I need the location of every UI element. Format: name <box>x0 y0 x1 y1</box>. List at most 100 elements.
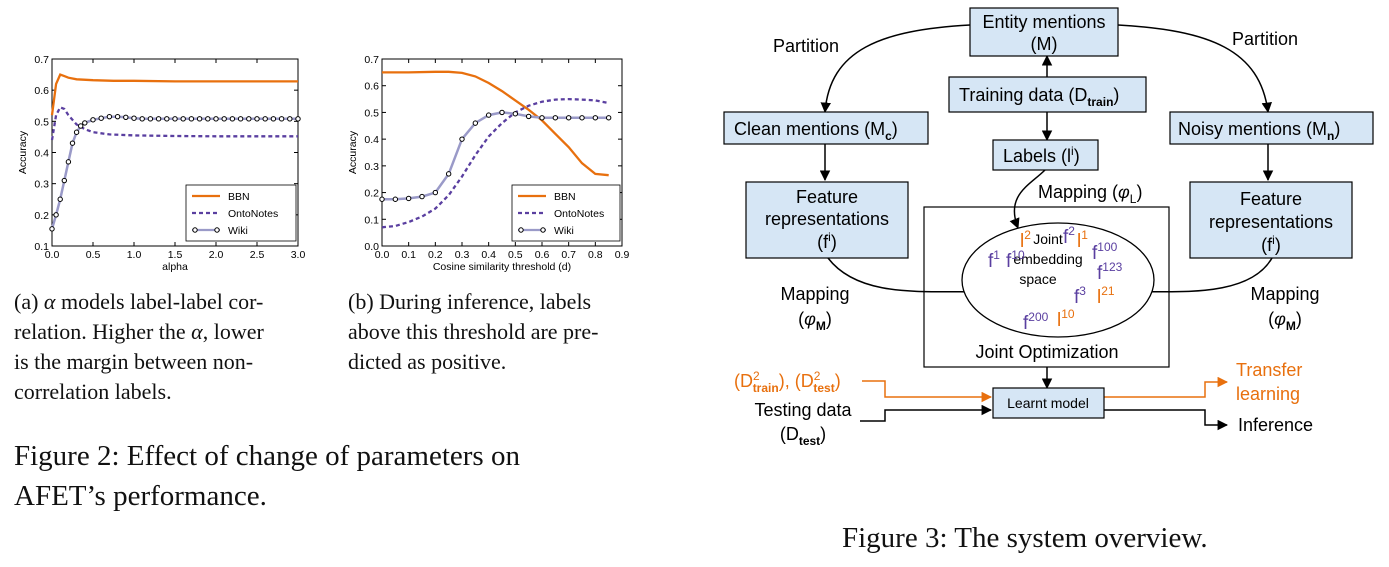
d2-label: (D2 train), (D2 test) <box>734 369 841 395</box>
legend-marker <box>192 227 198 233</box>
series-point-wiki <box>278 116 285 122</box>
embed-item-f1: f1 <box>988 248 1000 272</box>
joint-optimization-box <box>923 206 1170 368</box>
feature-left-line1: Feature <box>796 187 858 207</box>
embed-item-l21: l21 <box>1097 284 1115 308</box>
series-point-wiki <box>196 116 203 122</box>
x-tick-label: 0.2 <box>428 249 443 261</box>
embed-item-f200: f200 <box>1023 310 1049 334</box>
legend-label-ontonotes: OntoNotes <box>554 208 604 220</box>
figure-3-caption: Figure 3: The system overview. <box>842 522 1208 554</box>
feature-right-line1: Feature <box>1240 189 1302 209</box>
x-tick-label: 3.0 <box>291 249 306 261</box>
series-point-wiki <box>61 177 67 184</box>
entity-mentions-box <box>969 7 1119 57</box>
training-data-label: Training data (Dtrain) <box>959 85 1119 109</box>
x-tick-label: 2.5 <box>250 249 265 261</box>
embed-item-f10: f10 <box>1006 248 1025 272</box>
series-point-wiki <box>98 115 104 121</box>
y-tick-label: 0.1 <box>364 214 379 226</box>
y-tick-label: 0.4 <box>364 134 379 146</box>
mapping-m-right-line1: Mapping <box>1250 284 1319 304</box>
feature-left-line3: (fi) <box>817 230 837 252</box>
feature-right-box <box>1189 181 1353 259</box>
x-tick-label: 0.5 <box>86 249 101 261</box>
series-point-wiki <box>78 123 84 129</box>
series-line-ontonotes <box>381 97 609 229</box>
embed-item-l1: l1 <box>1077 228 1088 252</box>
mapping-m-right-line2: (φM) <box>1268 309 1302 333</box>
testing-data-line2: (Dtest) <box>780 424 826 448</box>
series-line-bbn <box>382 70 609 177</box>
legend-marker <box>518 227 524 233</box>
series-point-wiki <box>69 140 76 146</box>
x-tick-label: 1.0 <box>127 249 142 261</box>
series-point-wiki <box>131 115 137 121</box>
series-point-wiki <box>605 115 612 121</box>
embed-item-l10: l10 <box>1057 307 1075 331</box>
embed-item-l2: l2 <box>1020 228 1031 252</box>
y-tick-label: 0.1 <box>34 241 49 253</box>
series-point-wiki <box>114 113 121 120</box>
noisy-mentions-box <box>1169 111 1374 145</box>
figure-2-caption: Figure 2: Effect of change of parameters… <box>14 440 520 512</box>
x-tick-label: 0.9 <box>615 249 630 261</box>
arrow-partition-right <box>1117 24 1272 114</box>
feature-left-line2: representations <box>765 209 889 229</box>
system-overview-diagram: Entity mentions (M) Partition Partition … <box>723 7 1374 448</box>
series-point-wiki <box>139 116 145 122</box>
y-tick-label: 0.6 <box>34 85 49 97</box>
series-point-wiki <box>90 117 96 123</box>
series-point-wiki <box>539 115 545 121</box>
arrow-testing-to-model <box>860 404 993 422</box>
legend-box <box>511 184 621 242</box>
series-point-wiki <box>485 112 492 118</box>
embed-item-f100: f100 <box>1092 240 1118 264</box>
legend-marker <box>214 227 220 233</box>
chart-b: 0.0 0.1 0.2 0.3 0.4 0.5 0.6 0.7 0.8 0.9 0.0 0.1 0.2 0… <box>347 54 630 273</box>
series-point-wiki <box>221 116 227 122</box>
y-tick-label: 0.3 <box>34 179 49 191</box>
series-point-wiki <box>147 116 154 122</box>
series-point-wiki <box>432 189 439 196</box>
x-tick-label: 0.3 <box>455 249 470 261</box>
embed-item-f3: f3 <box>1074 284 1086 308</box>
legend-label-wiki: Wiki <box>554 225 574 237</box>
series-point-wiki <box>172 116 178 122</box>
embed-item-f123: f123 <box>1097 260 1123 284</box>
y-tick-label: 0.7 <box>34 54 49 66</box>
x-tick-label: 0.4 <box>481 249 496 261</box>
y-tick-label: 0.3 <box>364 161 379 173</box>
joint-optimization-label: Joint Optimization <box>975 342 1118 362</box>
x-tick-label: 0.5 <box>508 249 523 261</box>
arrow-labels-to-space <box>1009 169 1046 229</box>
learnt-model-label: Learnt model <box>1007 395 1089 411</box>
learnt-model-box <box>992 387 1105 419</box>
embed-item-f2: f2 <box>1063 224 1075 248</box>
series-point-wiki <box>254 116 260 122</box>
mapping-m-left-line2: (φM) <box>798 309 832 333</box>
partition-left-label: Partition <box>773 36 839 56</box>
diagram-transfer-connectors <box>862 376 1229 403</box>
series-point-wiki <box>164 116 170 122</box>
transfer-learning-line1: Transfer <box>1236 360 1302 380</box>
arrow-model-to-inference <box>1104 409 1229 431</box>
y-tick-label: 0.7 <box>364 54 379 66</box>
series-point-wiki <box>213 116 219 122</box>
arrow-model-to-transfer <box>1104 376 1229 398</box>
series-point-wiki <box>205 116 211 122</box>
series-point-wiki <box>246 116 252 122</box>
y-tick-label: 0.5 <box>34 116 49 128</box>
series-point-wiki <box>405 195 412 202</box>
series-point-wiki <box>525 113 532 120</box>
y-tick-label: 0.5 <box>364 107 379 119</box>
series-point-wiki <box>295 116 301 122</box>
noisy-mentions-label: Noisy mentions (Mn) <box>1178 119 1340 143</box>
chart-a: 0.0 0.5 1.0 1.5 2.0 2.5 3.0 0.1 0.2 0.3 0.4 0.5 0.6 0… <box>17 54 306 273</box>
x-tick-label: 0.1 <box>401 249 416 261</box>
legend-label-wiki: Wiki <box>228 225 248 237</box>
series-point-wiki <box>512 111 519 117</box>
y-axis-label: Accuracy <box>347 130 359 174</box>
y-tick-label: 0.0 <box>364 241 379 253</box>
series-line-ontonotes <box>50 105 298 141</box>
